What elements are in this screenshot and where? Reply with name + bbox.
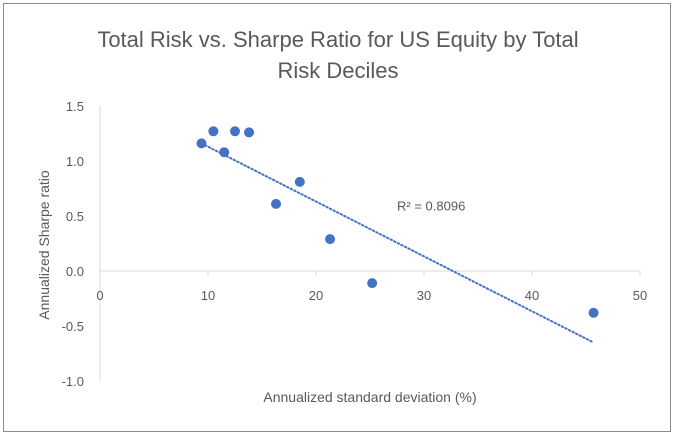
data-point [294,176,305,187]
chart-title-line-2: Risk Deciles [277,58,398,83]
y-tick-label: 1.5 [66,99,84,114]
data-point [208,126,219,137]
data-points [196,126,599,318]
data-point [219,147,230,158]
data-point [244,127,255,138]
y-tick-label: 0.0 [66,264,84,279]
x-axis-label: Annualized standard deviation (%) [263,389,476,405]
axes [99,106,641,381]
x-tick-label: 40 [525,288,539,303]
data-point [588,307,599,318]
x-tick-label: 0 [96,288,103,303]
trendline-group [200,142,595,344]
y-tick-label: -0.5 [62,319,84,334]
chart-title-line-1: Total Risk vs. Sharpe Ratio for US Equit… [97,27,578,52]
x-tick-label: 10 [201,288,215,303]
r-squared-label: R² = 0.8096 [397,199,465,214]
trendline [200,142,595,344]
chart-frame [3,3,671,432]
y-tick-label: -1.0 [62,374,84,389]
data-point [230,126,240,137]
y-tick-label: 1.0 [66,154,84,169]
x-tick-label: 50 [633,288,647,303]
y-tick-label: 0.5 [66,209,84,224]
data-point [325,234,336,245]
data-point [367,278,378,289]
y-axis-label: Annualized Sharpe ratio [36,170,52,320]
x-tick-label: 20 [309,288,323,303]
data-point [271,198,282,209]
x-tick-labels: 0 10 20 30 40 50 [96,288,647,303]
data-point [196,138,207,149]
x-tick-label: 30 [417,288,431,303]
chart-title: Total Risk vs. Sharpe Ratio for US Equit… [97,27,578,83]
y-tick-labels: 1.5 1.0 0.5 0.0 -0.5 -1.0 [62,99,84,389]
